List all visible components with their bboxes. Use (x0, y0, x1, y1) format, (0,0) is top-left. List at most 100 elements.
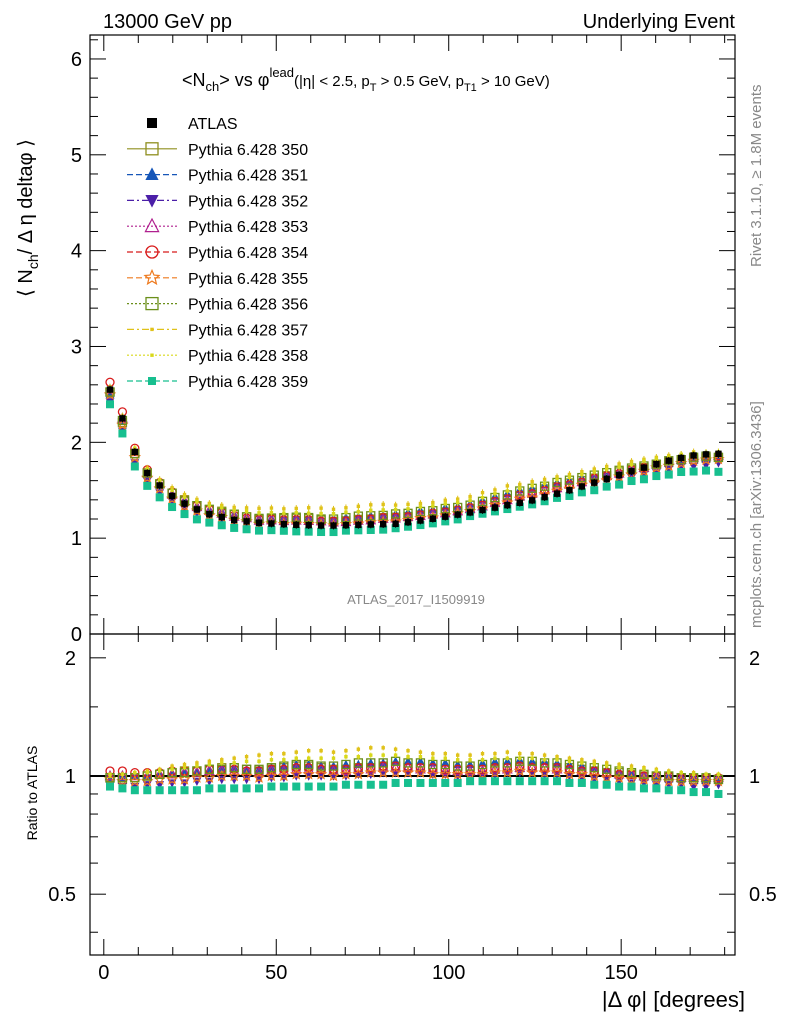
main-point (356, 510, 361, 514)
main-point (654, 457, 659, 461)
ratio-point (480, 758, 485, 762)
main-point (406, 502, 410, 507)
ratio-point (550, 766, 564, 778)
ratio-point (216, 764, 228, 776)
ratio-point (257, 753, 261, 757)
ratio-point (106, 782, 115, 791)
ratio-point (431, 756, 435, 760)
main-point (319, 506, 323, 510)
main-point (369, 508, 373, 512)
atlas-point (168, 492, 176, 500)
main-point (702, 466, 711, 475)
ratio-point (191, 766, 203, 777)
legend-marker (145, 296, 159, 311)
atlas-point (305, 521, 312, 529)
plot-title-cuts-mid: > 0.5 GeV, p (377, 73, 464, 90)
legend-label: Pythia 6.428 352 (188, 193, 308, 210)
ratio-point (528, 777, 537, 786)
legend-item: Pythia 6.428 350 (127, 142, 308, 159)
main-point (528, 500, 537, 509)
main-point (282, 511, 286, 515)
ratio-y-tick-label-right: 0.5 (749, 884, 777, 906)
ratio-point (393, 747, 398, 751)
main-point (714, 467, 723, 476)
atlas-point (280, 521, 288, 528)
ratio-point (155, 786, 164, 795)
atlas-point (578, 483, 586, 490)
analysis-label: ATLAS_2017_I1509919 (347, 592, 485, 607)
series-351 (105, 389, 723, 784)
main-y-tick-label: 1 (71, 528, 82, 550)
legend-item: Pythia 6.428 356 (127, 297, 308, 314)
main-point (592, 470, 596, 474)
ratio-point (269, 758, 274, 762)
ratio-point (215, 769, 228, 782)
main-point (418, 505, 423, 509)
ratio-point (477, 764, 488, 774)
ratio-point (366, 758, 376, 768)
ratio-point (565, 778, 574, 787)
atlas-point (206, 511, 213, 518)
ratio-point (416, 756, 425, 765)
ratio-point (428, 778, 437, 787)
main-point (269, 510, 274, 515)
ratio-point (600, 771, 613, 783)
main-point (155, 493, 164, 502)
header-left: 13000 GeV pp (103, 11, 232, 33)
ratio-point (369, 746, 373, 750)
main-point (192, 515, 201, 524)
ratio-point (319, 756, 323, 760)
main-point (279, 526, 288, 535)
ratio-point (190, 771, 204, 783)
ratio-point (602, 780, 611, 789)
series-359 (106, 400, 723, 798)
atlas-point (640, 464, 648, 471)
main-point (356, 504, 361, 509)
legend-label: Pythia 6.428 350 (188, 142, 308, 159)
ratio-point (478, 777, 487, 786)
ratio-point (691, 772, 696, 777)
ratio-point (166, 768, 178, 779)
ratio-y-tick-label: 0.5 (48, 884, 76, 906)
main-point (381, 502, 385, 507)
ratio-point (468, 758, 472, 762)
ratio-point (617, 762, 621, 767)
ratio-point (317, 782, 326, 791)
main-point (493, 488, 497, 492)
ratio-point (514, 761, 526, 772)
atlas-point (653, 460, 660, 468)
ratio-y-tick-label-right: 1 (749, 766, 760, 788)
main-point (306, 511, 311, 515)
ratio-point (542, 753, 547, 757)
legend-item: Pythia 6.428 353 (127, 217, 308, 236)
ratio-point (490, 777, 499, 786)
atlas-point (144, 469, 151, 477)
ratio-point (331, 750, 336, 754)
main-point (515, 502, 524, 511)
main-y-tick-label: 2 (71, 432, 82, 454)
ratio-point (228, 764, 240, 776)
ratio-point (431, 751, 435, 756)
ratio-point (466, 777, 475, 786)
main-point (354, 526, 363, 535)
main-point (317, 528, 326, 537)
main-point (677, 468, 686, 477)
main-point (329, 528, 338, 537)
ratio-point (575, 767, 589, 780)
ratio-point (344, 754, 348, 759)
main-point (664, 470, 673, 479)
ratio-point (178, 772, 191, 785)
ratio-point (443, 751, 447, 756)
series-350 (105, 387, 724, 785)
ratio-point (244, 754, 249, 759)
ratio-point (493, 751, 497, 756)
series-355 (103, 387, 725, 787)
ratio-point (168, 786, 177, 795)
ratio-point (120, 772, 125, 777)
ratio-point (567, 756, 572, 760)
main-point (443, 502, 447, 506)
ratio-point (604, 761, 609, 765)
legend-marker (145, 245, 159, 259)
ratio-point (503, 777, 512, 786)
